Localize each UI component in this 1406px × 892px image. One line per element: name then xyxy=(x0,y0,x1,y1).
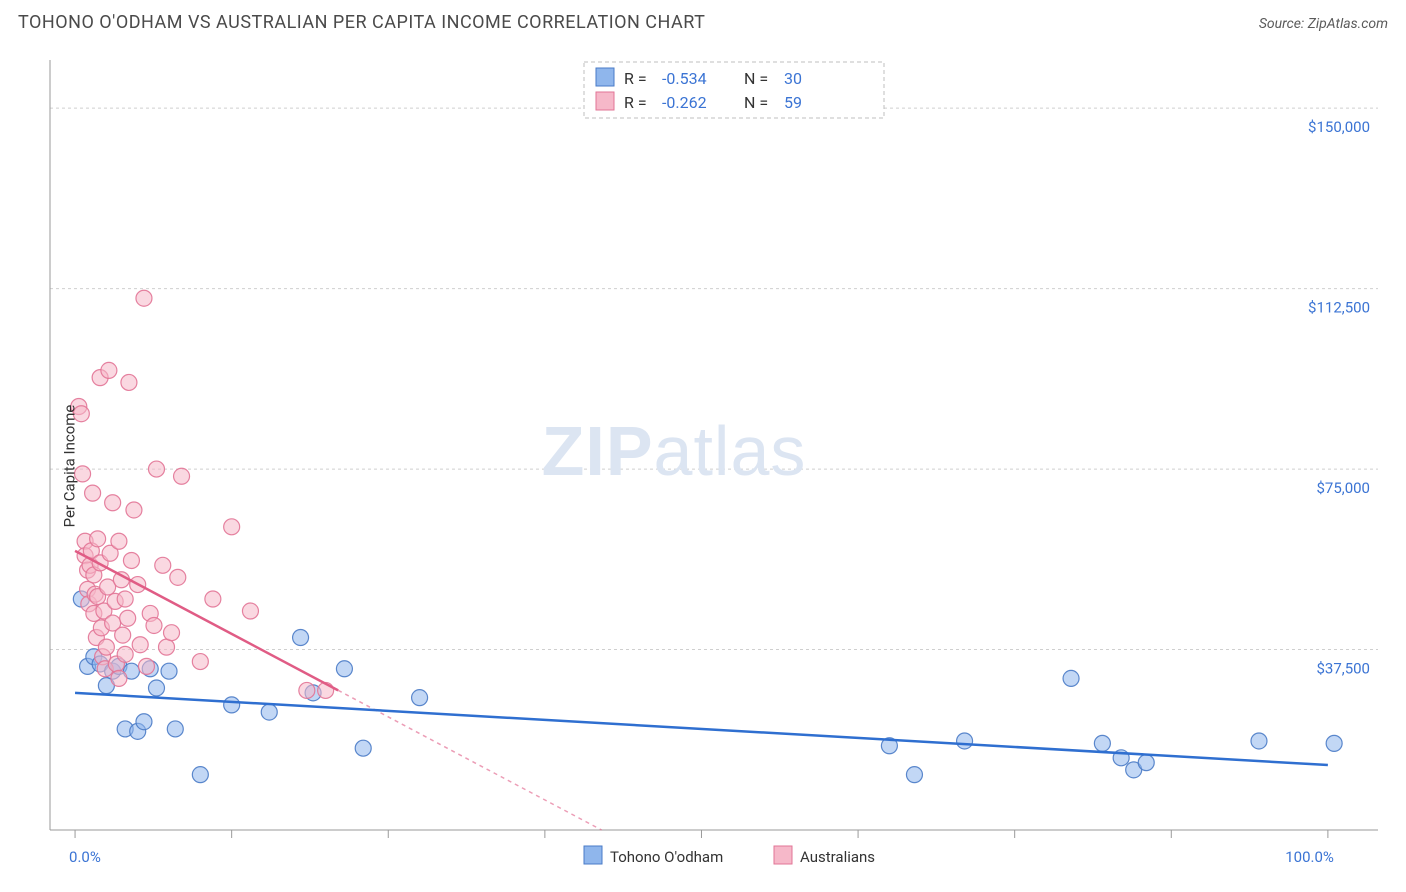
pink-point xyxy=(192,654,208,670)
pink-point xyxy=(159,639,175,655)
legend-r-value: -0.262 xyxy=(662,93,707,112)
pink-point xyxy=(115,627,131,643)
pink-point xyxy=(242,603,258,619)
pink-point xyxy=(146,617,162,633)
pink-point xyxy=(120,610,136,626)
blue-point xyxy=(167,721,183,737)
blue-point xyxy=(1251,733,1267,749)
legend-r-value: -0.534 xyxy=(662,69,707,88)
blue-point xyxy=(136,714,152,730)
y-axis-label: Per Capita Income xyxy=(60,405,78,528)
pink-point xyxy=(123,553,139,569)
legend-swatch xyxy=(596,68,614,86)
source-prefix: Source: xyxy=(1259,16,1308,32)
pink-point xyxy=(126,502,142,518)
chart-title: TOHONO O'ODHAM VS AUSTRALIAN PER CAPITA … xyxy=(18,12,705,33)
blue-point xyxy=(957,733,973,749)
pink-point xyxy=(105,495,121,511)
legend-swatch xyxy=(596,92,614,110)
legend-n-value: 30 xyxy=(784,69,802,88)
blue-point xyxy=(224,697,240,713)
pink-point xyxy=(164,625,180,641)
pink-point xyxy=(98,639,114,655)
blue-trendline xyxy=(75,693,1328,765)
legend-n-label: N = xyxy=(744,93,768,112)
watermark: ZIPatlas xyxy=(542,412,807,490)
legend-label-blue: Tohono O'odham xyxy=(610,848,723,866)
blue-point xyxy=(161,663,177,679)
blue-point xyxy=(336,661,352,677)
blue-point xyxy=(1138,755,1154,771)
source-name: ZipAtlas.com xyxy=(1308,16,1388,32)
pink-point xyxy=(85,485,101,501)
blue-point xyxy=(1326,735,1342,751)
legend-n-value: 59 xyxy=(784,93,802,112)
pink-point xyxy=(101,362,117,378)
y-tick-label: $150,000 xyxy=(1308,118,1370,136)
legend-n-label: N = xyxy=(744,69,768,88)
source-attribution: Source: ZipAtlas.com xyxy=(1259,16,1388,32)
x-label-left: 0.0% xyxy=(69,848,101,866)
pink-point xyxy=(136,290,152,306)
blue-point xyxy=(412,690,428,706)
pink-point xyxy=(117,646,133,662)
legend-r-label: R = xyxy=(624,69,647,88)
pink-point xyxy=(174,468,190,484)
blue-point xyxy=(148,680,164,696)
correlation-chart: $37,500 $75,000 $112,500 $150,000 0.0% 100.0%… xyxy=(0,40,1406,892)
pink-point xyxy=(224,519,240,535)
y-tick-label: $37,500 xyxy=(1316,660,1370,678)
legend-r-label: R = xyxy=(624,93,647,112)
blue-point xyxy=(1063,670,1079,686)
legend-swatch-pink xyxy=(774,846,792,864)
blue-point xyxy=(355,740,371,756)
pink-point xyxy=(111,670,127,686)
blue-point xyxy=(192,767,208,783)
x-label-right: 100.0% xyxy=(1285,848,1334,866)
pink-point xyxy=(132,637,148,653)
blue-point xyxy=(1094,735,1110,751)
pink-point xyxy=(299,682,315,698)
y-tick-label: $112,500 xyxy=(1308,299,1370,317)
pink-point xyxy=(170,569,186,585)
blue-point xyxy=(906,767,922,783)
blue-point xyxy=(293,630,309,646)
legend-label-pink: Australians xyxy=(800,848,875,866)
pink-point xyxy=(90,531,106,547)
y-tick-label: $75,000 xyxy=(1316,479,1370,497)
blue-point xyxy=(261,704,277,720)
pink-point xyxy=(138,658,154,674)
legend-swatch-blue xyxy=(584,846,602,864)
pink-point xyxy=(111,533,127,549)
pink-point xyxy=(148,461,164,477)
pink-point xyxy=(205,591,221,607)
pink-point xyxy=(121,374,137,390)
pink-point xyxy=(155,557,171,573)
pink-point xyxy=(117,591,133,607)
chart-container: Per Capita Income $37,500 $75,000 $112,500… xyxy=(0,40,1406,892)
